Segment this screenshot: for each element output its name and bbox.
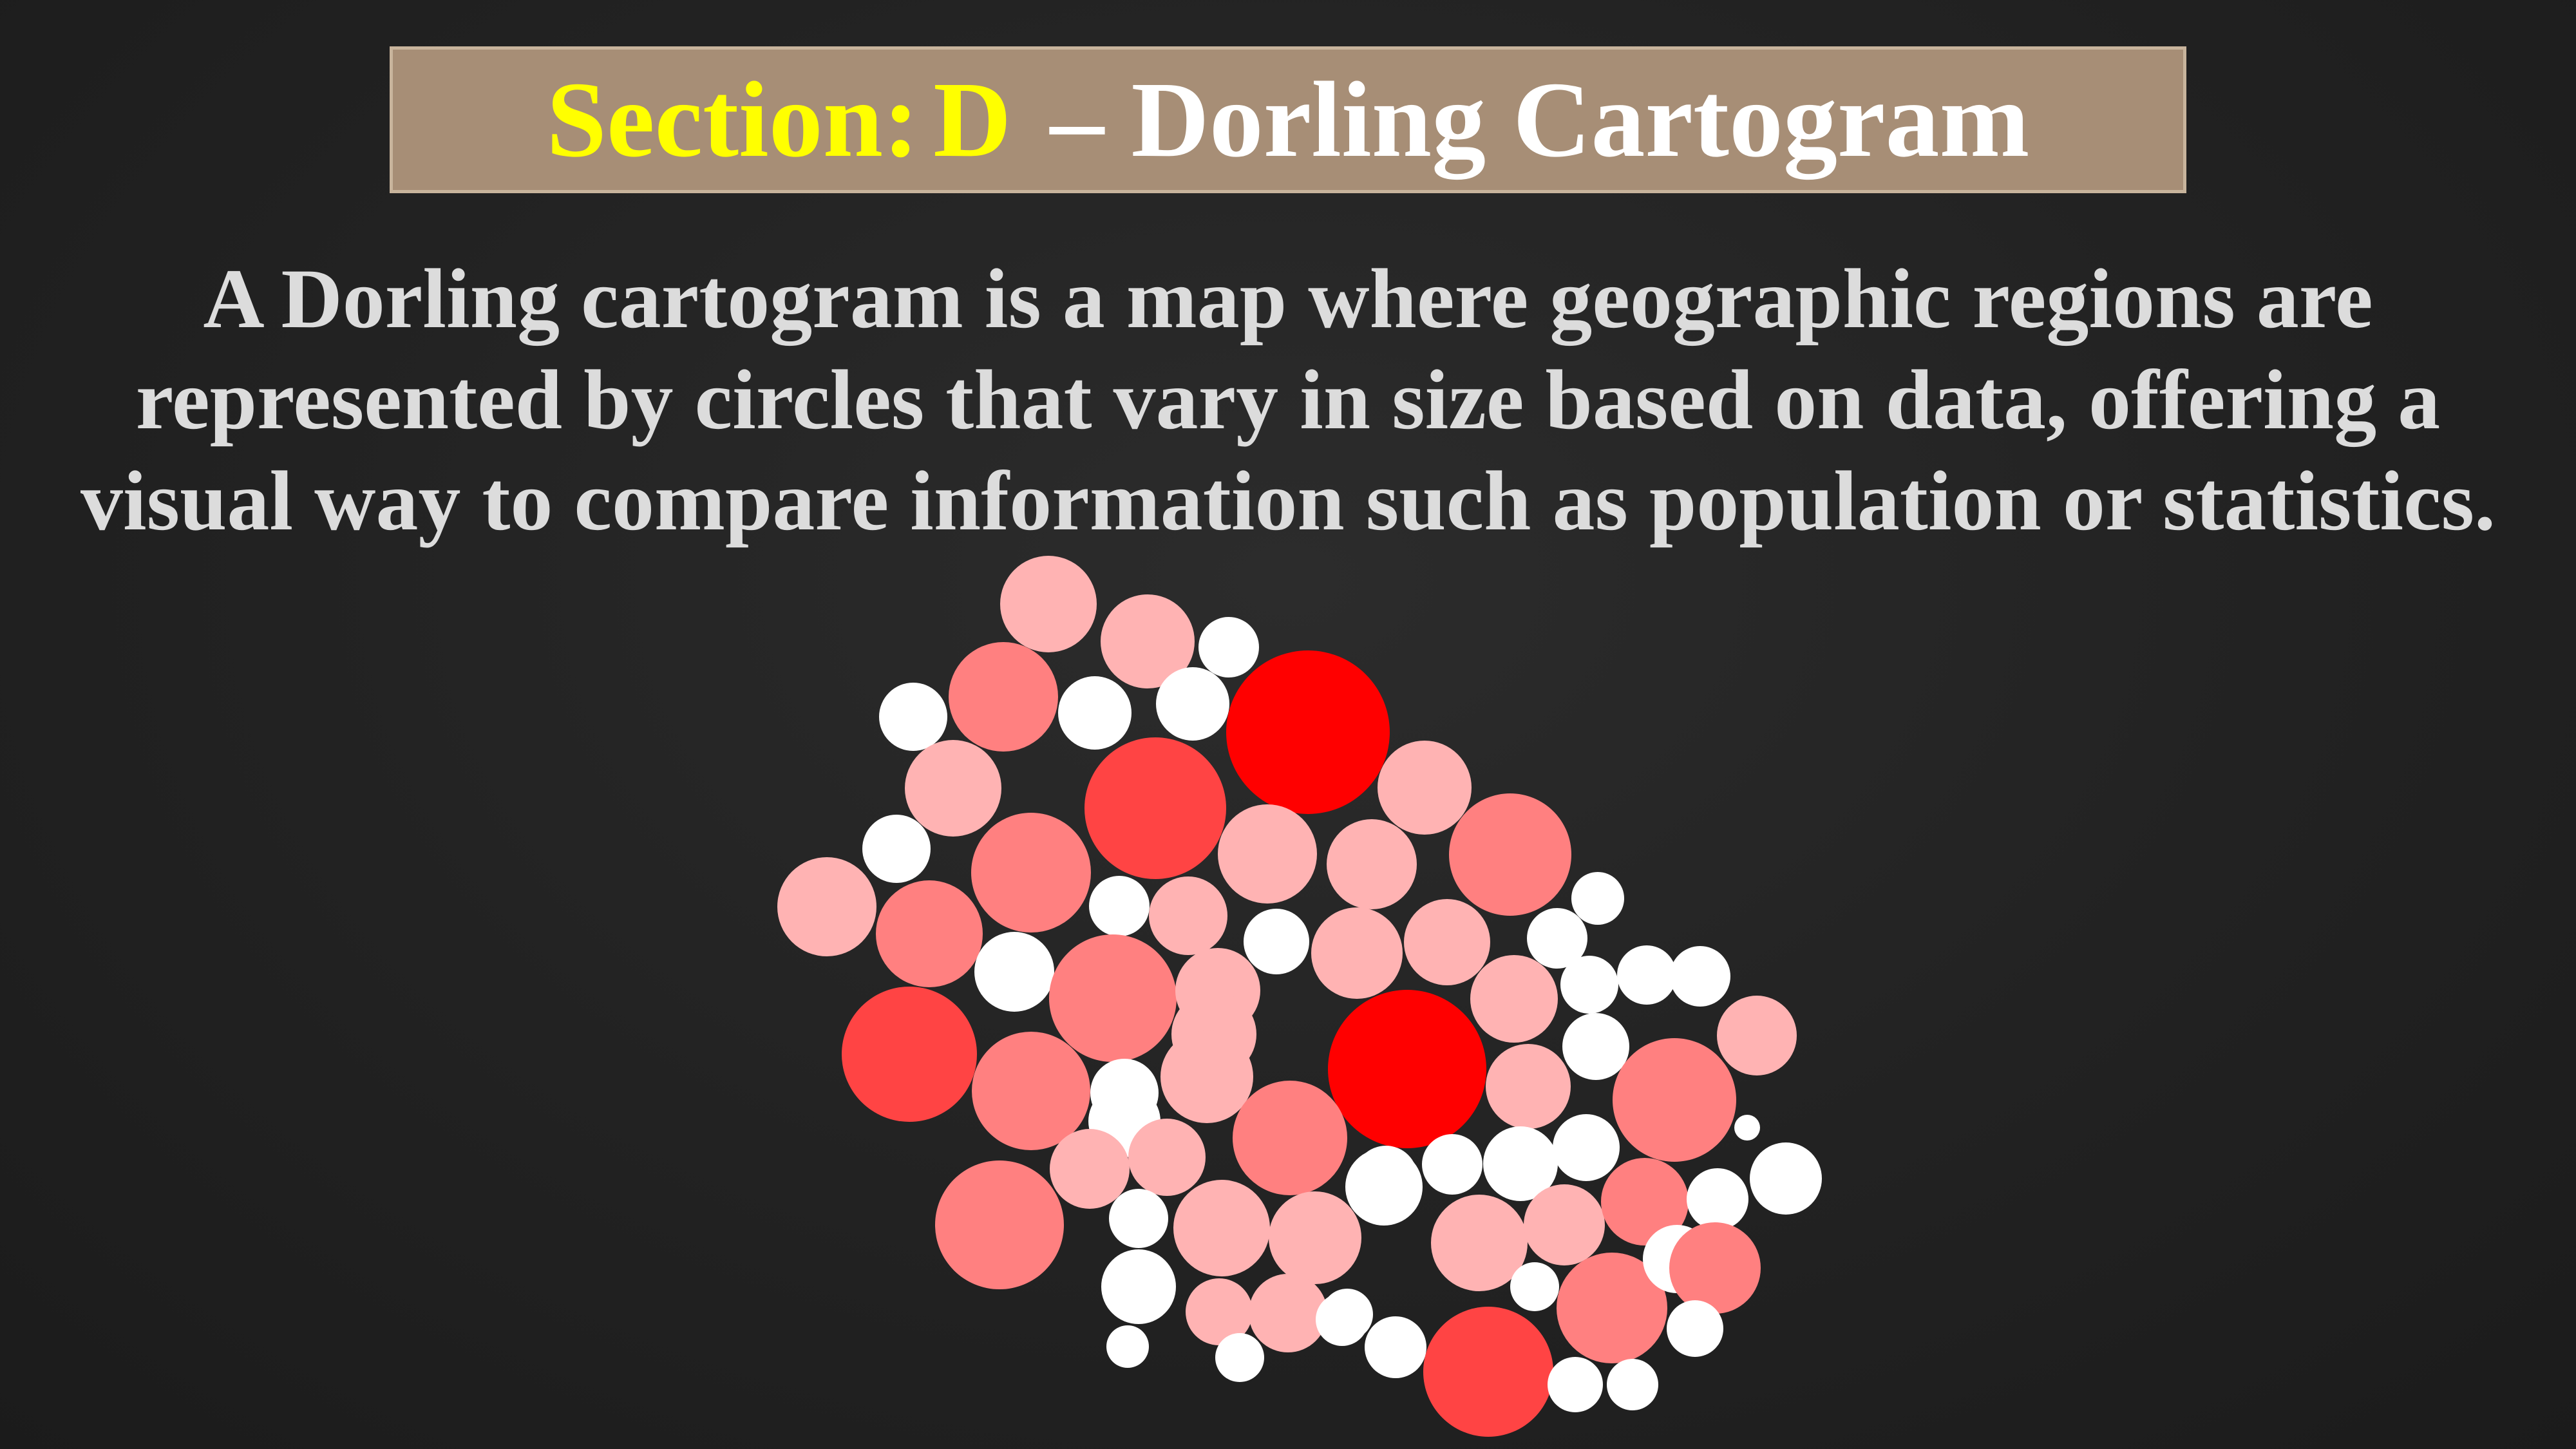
region-circle: [905, 740, 1001, 837]
region-circle: [949, 642, 1058, 752]
region-circle: [1198, 617, 1259, 677]
region-circle: [1548, 1357, 1603, 1412]
region-circle: [1560, 956, 1618, 1014]
region-circle: [1160, 1030, 1253, 1123]
region-circle: [1449, 793, 1571, 916]
region-circle: [1218, 804, 1317, 904]
region-circle: [1249, 1274, 1327, 1352]
region-circle: [1328, 990, 1486, 1148]
region-circle: [1470, 955, 1558, 1043]
region-circle: [1327, 819, 1417, 909]
region-circle: [1156, 667, 1229, 741]
region-circle: [1667, 1300, 1723, 1357]
region-circle: [1562, 1013, 1629, 1080]
region-circle: [1378, 741, 1472, 835]
region-circle: [876, 880, 983, 987]
region-circle: [1553, 1114, 1620, 1181]
region-circle: [879, 683, 947, 751]
region-circle: [1422, 1134, 1482, 1195]
region-circle: [1050, 1129, 1130, 1209]
region-circle: [1687, 1168, 1748, 1230]
region-circle: [1607, 1359, 1658, 1410]
region-circle: [1524, 1184, 1605, 1265]
region-circle: [1149, 876, 1227, 955]
region-circle: [1173, 1180, 1270, 1276]
region-circle: [1423, 1307, 1553, 1437]
region-circle: [1101, 1249, 1176, 1324]
region-circle: [1734, 1115, 1760, 1141]
region-circle: [842, 987, 977, 1122]
region-circle: [1244, 909, 1309, 974]
region-circle: [1345, 1148, 1423, 1226]
region-circle: [1717, 996, 1797, 1075]
region-circle: [1128, 1119, 1206, 1196]
region-circle: [1226, 650, 1390, 814]
region-circle: [777, 857, 876, 956]
region-circle: [1106, 1325, 1149, 1368]
region-circle: [1404, 899, 1490, 985]
region-circle: [1109, 1189, 1168, 1248]
region-circle: [1321, 1289, 1373, 1340]
region-circle: [1233, 1081, 1347, 1195]
region-circle: [862, 815, 931, 883]
region-circle: [1089, 876, 1150, 936]
region-circle: [1049, 934, 1177, 1062]
region-circle: [1670, 946, 1730, 1007]
region-circle: [1000, 556, 1097, 652]
region-circle: [1613, 1038, 1736, 1162]
region-circle: [1311, 907, 1403, 999]
region-circle: [1365, 1316, 1426, 1378]
region-circle: [974, 932, 1054, 1012]
region-circle: [1510, 1262, 1559, 1311]
region-circle: [1215, 1333, 1264, 1382]
region-circle: [1486, 1044, 1571, 1129]
region-circle: [1269, 1191, 1361, 1284]
region-circle: [935, 1160, 1064, 1289]
region-circle: [1084, 737, 1226, 879]
region-circle: [1750, 1142, 1822, 1215]
region-circle: [1669, 1222, 1761, 1314]
region-circle: [1571, 872, 1624, 925]
region-circle: [1617, 945, 1676, 1005]
region-circle: [972, 1032, 1090, 1150]
region-circle: [1058, 676, 1132, 750]
region-circle: [971, 813, 1091, 933]
